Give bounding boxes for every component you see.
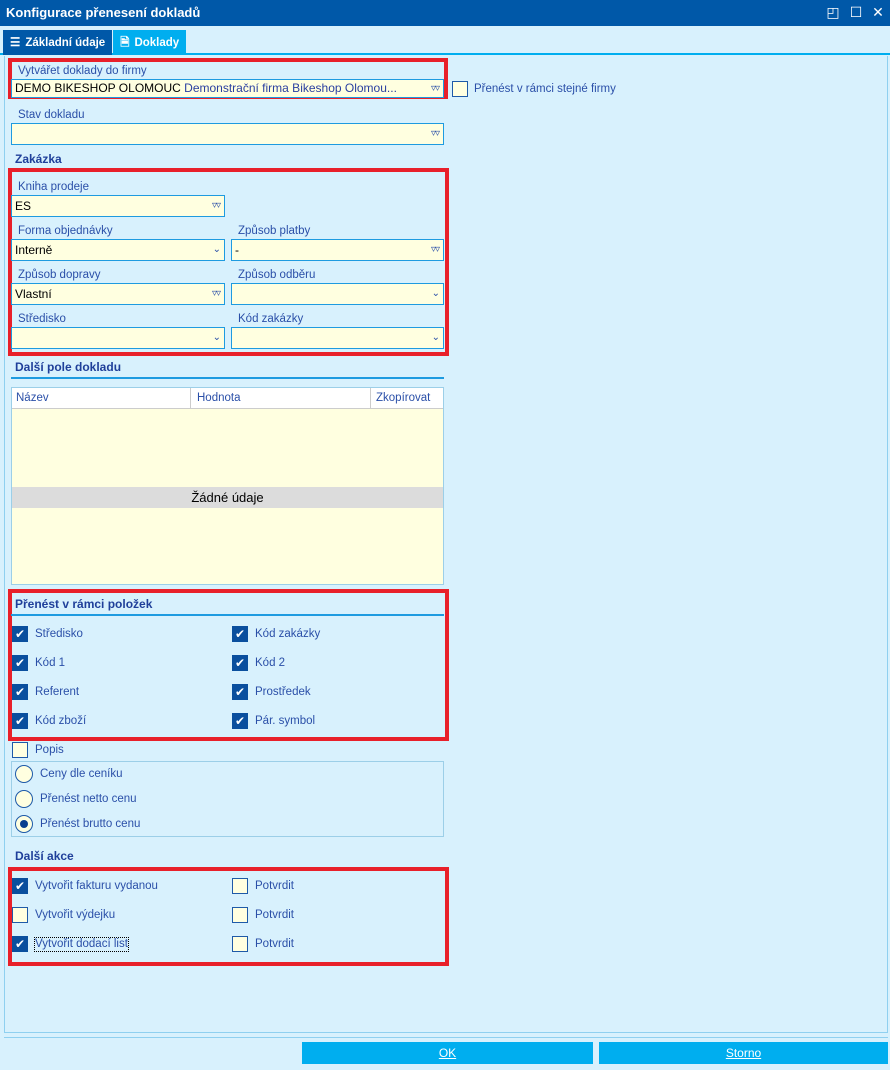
dropdown-icon: ▿▿ <box>430 244 440 255</box>
forma-label: Forma objednávky <box>18 225 113 237</box>
platba-select[interactable]: - ▿▿ <box>231 239 444 261</box>
item-checkbox-label: Pár. symbol <box>255 715 316 727</box>
item-checkbox[interactable]: ✔ <box>232 684 248 700</box>
confirm-label: Potvrdit <box>255 938 294 950</box>
item-checkbox-label: Prostředek <box>255 686 311 698</box>
dropdown-icon: ▿▿ <box>430 83 440 94</box>
item-checkbox-label: Kód zakázky <box>255 628 321 640</box>
stredisko-select[interactable]: ⌄ <box>11 327 225 349</box>
confirm-checkbox[interactable] <box>232 878 248 894</box>
odber-label: Způsob odběru <box>238 269 316 281</box>
status-select[interactable]: ▿▿ <box>11 123 444 145</box>
highlight-actions <box>8 867 449 966</box>
price-group <box>11 761 444 837</box>
item-checkbox[interactable]: ✔ <box>232 713 248 729</box>
ok-button[interactable]: OK <box>302 1042 593 1064</box>
title-bar: Konfigurace přenesení dokladů <box>0 0 890 26</box>
action-checkbox[interactable]: ✔ <box>12 936 28 952</box>
item-checkbox[interactable]: ✔ <box>232 655 248 671</box>
column-header[interactable]: Název <box>16 392 49 404</box>
platba-label: Způsob platby <box>238 225 311 237</box>
price-radio[interactable] <box>15 815 33 833</box>
item-checkbox[interactable]: ✔ <box>12 626 28 642</box>
confirm-checkbox[interactable] <box>232 936 248 952</box>
price-radio-label: Přenést brutto cenu <box>40 818 141 830</box>
price-radio-label: Ceny dle ceníku <box>40 768 123 780</box>
price-radio[interactable] <box>15 765 33 783</box>
divider <box>11 377 444 379</box>
doprava-select[interactable]: Vlastní ▿▿ <box>11 283 225 305</box>
dropdown-icon: ▿▿ <box>211 288 221 299</box>
empty-message: Žádné údaje <box>12 487 443 508</box>
item-checkbox-label: Referent <box>35 686 80 698</box>
order-heading: Zakázka <box>15 152 62 166</box>
kod-select[interactable]: ⌄ <box>231 327 444 349</box>
forma-select[interactable]: Interně ⌄ <box>11 239 225 261</box>
extra-fields-grid[interactable]: Název Hodnota Zkopírovat Žádné údaje <box>11 387 444 585</box>
item-checkbox[interactable]: ✔ <box>12 684 28 700</box>
close-icon[interactable]: ✕ <box>872 4 884 20</box>
item-checkbox[interactable]: ✔ <box>232 626 248 642</box>
company-label: Vytvářet doklady do firmy <box>18 65 147 77</box>
dropdown-icon: ▿▿ <box>430 128 440 139</box>
divider <box>11 614 444 616</box>
item-checkbox-label: Kód 1 <box>35 657 66 669</box>
tab-zakladni-udaje[interactable]: ☰ Základní údaje <box>3 30 113 55</box>
item-checkbox-label: Středisko <box>35 628 83 640</box>
company-name: Demonstrační firma Bikeshop Olomou... <box>184 81 397 95</box>
kniha-select[interactable]: ES ▿▿ <box>11 195 225 217</box>
stredisko-label: Středisko <box>18 313 66 325</box>
status-label: Stav dokladu <box>18 109 85 121</box>
cancel-button[interactable]: Storno <box>599 1042 888 1064</box>
action-label: Vytvořit fakturu vydanou <box>35 880 158 892</box>
tabs: ☰ Základní údaje 🗎 Doklady <box>3 30 187 55</box>
action-checkbox[interactable]: ✔ <box>12 878 28 894</box>
action-checkbox[interactable] <box>12 907 28 923</box>
extra-fields-heading: Další pole dokladu <box>15 360 122 374</box>
chevron-down-icon: ⌄ <box>212 244 221 255</box>
price-radio[interactable] <box>15 790 33 808</box>
window-title: Konfigurace přenesení dokladů <box>6 5 201 20</box>
dropdown-icon: ▿▿ <box>211 200 221 211</box>
confirm-label: Potvrdit <box>255 909 294 921</box>
items-heading: Přenést v rámci položek <box>15 597 153 611</box>
price-radio-label: Přenést netto cenu <box>40 793 137 805</box>
item-checkbox[interactable]: ✔ <box>12 713 28 729</box>
chevron-down-icon: ⌄ <box>212 332 221 343</box>
company-select[interactable]: DEMO BIKESHOP OLOMOUC Demonstrační firma… <box>11 79 444 98</box>
highlight-order <box>8 168 449 356</box>
same-company-label: Přenést v rámci stejné firmy <box>474 83 616 95</box>
list-icon: ☰ <box>10 36 21 49</box>
content-panel <box>4 56 888 1033</box>
column-header[interactable]: Hodnota <box>197 392 241 404</box>
doprava-label: Způsob dopravy <box>18 269 101 281</box>
odber-select[interactable]: ⌄ <box>231 283 444 305</box>
chevron-down-icon: ⌄ <box>431 332 440 343</box>
same-company-checkbox[interactable] <box>452 81 468 97</box>
restore-icon[interactable]: ◰ <box>826 4 840 20</box>
tab-doklady[interactable]: 🗎 Doklady <box>113 30 187 55</box>
document-icon: 🗎 <box>120 36 130 49</box>
chevron-down-icon: ⌄ <box>431 288 440 299</box>
kniha-label: Kniha prodeje <box>18 181 89 193</box>
company-code: DEMO BIKESHOP OLOMOUC <box>15 81 181 95</box>
confirm-checkbox[interactable] <box>232 907 248 923</box>
popis-label: Popis <box>35 744 64 756</box>
action-label: Vytvořit dodací list <box>34 937 129 952</box>
kod-label: Kód zakázky <box>238 313 304 325</box>
actions-heading: Další akce <box>15 849 74 863</box>
maximize-icon[interactable]: ☐ <box>849 4 863 20</box>
confirm-label: Potvrdit <box>255 880 294 892</box>
item-checkbox-label: Kód zboží <box>35 715 87 727</box>
action-label: Vytvořit výdejku <box>35 909 116 921</box>
column-header[interactable]: Zkopírovat <box>376 392 431 404</box>
popis-checkbox[interactable] <box>12 742 28 758</box>
item-checkbox-label: Kód 2 <box>255 657 286 669</box>
highlight-items <box>8 589 449 741</box>
item-checkbox[interactable]: ✔ <box>12 655 28 671</box>
